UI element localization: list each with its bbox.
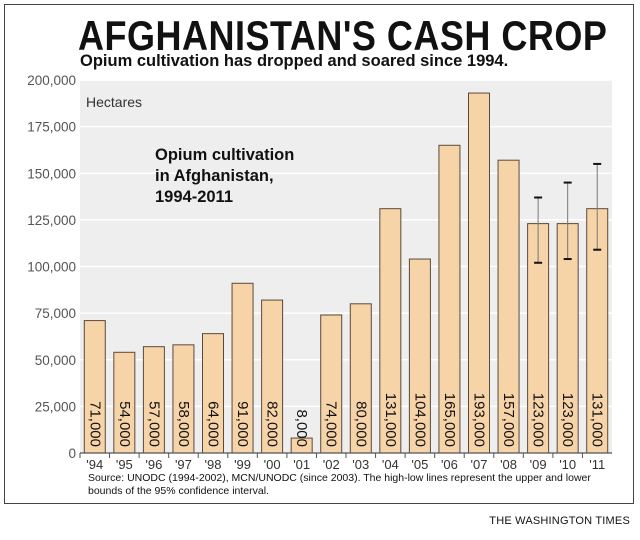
page-title: AFGHANISTAN'S CASH CROP <box>78 12 608 60</box>
x-tick-label: '97 <box>175 457 192 472</box>
bar-value-label: 104,000 <box>411 393 428 447</box>
chart-title-line: in Afghanistan, <box>155 167 274 185</box>
y-tick-label: 50,000 <box>35 353 76 368</box>
source-note: Source: UNODC (1994-2002), MCN/UNODC (si… <box>88 472 591 497</box>
x-tick-label: '10 <box>559 457 576 472</box>
x-tick-label: '03 <box>352 457 369 472</box>
bar-value-label: 165,000 <box>441 393 458 447</box>
y-tick-label: 75,000 <box>35 306 76 321</box>
bar-value-label: 123,000 <box>530 393 547 447</box>
x-tick-label: '99 <box>234 457 251 472</box>
y-tick-label: 100,000 <box>27 260 76 275</box>
page-subtitle: Opium cultivation has dropped and soared… <box>80 52 509 70</box>
bar-value-label: 91,000 <box>234 401 251 447</box>
bar-value-label: 57,000 <box>145 401 162 447</box>
bar-value-label: 8,000 <box>293 409 310 447</box>
bar-value-label: 193,000 <box>471 393 488 447</box>
bar-value-label: 131,000 <box>382 393 399 447</box>
bar-value-label: 74,000 <box>323 401 340 447</box>
bar-value-label: 157,000 <box>500 393 517 447</box>
x-tick-label: '98 <box>205 457 222 472</box>
x-tick-label: '94 <box>86 457 103 472</box>
chart-title-line: 1994-2011 <box>155 188 233 206</box>
x-tick-label: '00 <box>264 457 281 472</box>
x-tick-label: '96 <box>145 457 162 472</box>
chart-title-line: Opium cultivation <box>155 146 294 164</box>
y-tick-label: 175,000 <box>27 120 76 135</box>
bar-value-label: 80,000 <box>352 401 369 447</box>
bar-value-label: 123,000 <box>559 393 576 447</box>
y-axis-label: Hectares <box>86 94 142 110</box>
bar-value-label: 58,000 <box>175 401 192 447</box>
y-tick-label: 125,000 <box>27 213 76 228</box>
x-tick-label: '06 <box>441 457 458 472</box>
y-tick-label: 0 <box>68 446 76 461</box>
x-tick-label: '11 <box>589 457 605 472</box>
x-tick-label: '08 <box>500 457 517 472</box>
x-tick-label: '02 <box>323 457 340 472</box>
publisher-credit: THE WASHINGTON TIMES <box>489 515 630 527</box>
bar-value-label: 131,000 <box>589 393 606 447</box>
bar-value-label: 71,000 <box>86 401 103 447</box>
y-tick-label: 200,000 <box>27 73 76 88</box>
x-tick-label: '05 <box>411 457 428 472</box>
bar-value-label: 82,000 <box>264 401 281 447</box>
x-tick-label: '95 <box>116 457 133 472</box>
x-tick-label: '04 <box>382 457 399 472</box>
bar-value-label: 54,000 <box>116 401 133 447</box>
x-tick-label: '01 <box>293 457 310 472</box>
x-tick-label: '09 <box>530 457 547 472</box>
x-tick-label: '07 <box>471 457 488 472</box>
bar-value-label: 64,000 <box>205 401 222 447</box>
chart-frame <box>4 4 634 504</box>
y-tick-label: 25,000 <box>35 399 76 414</box>
y-tick-label: 150,000 <box>27 166 76 181</box>
